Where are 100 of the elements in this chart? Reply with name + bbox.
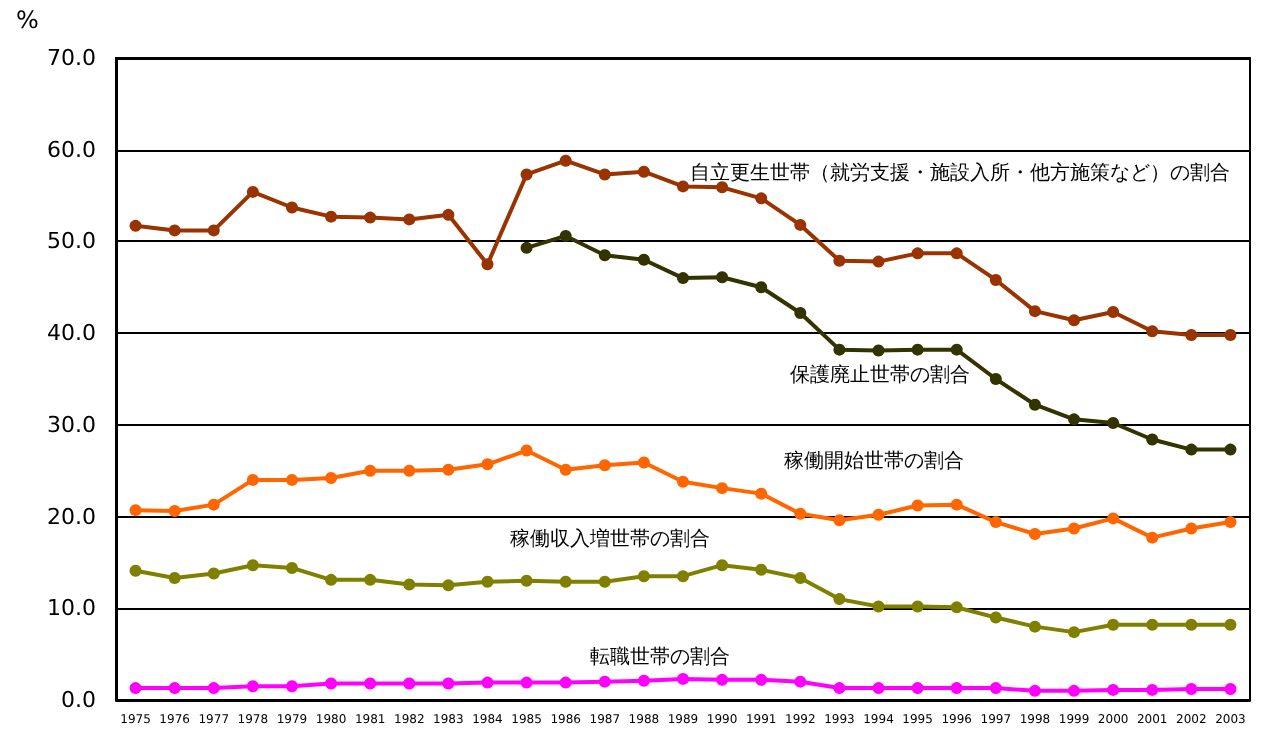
y-tick-label: 60.0 bbox=[47, 136, 96, 163]
point bbox=[1107, 417, 1120, 430]
point bbox=[755, 673, 768, 686]
point bbox=[520, 241, 533, 254]
point bbox=[364, 573, 377, 586]
point bbox=[1068, 522, 1081, 535]
point bbox=[520, 168, 533, 181]
point bbox=[716, 673, 729, 686]
series-label: 保護廃止世帯の割合 bbox=[790, 363, 970, 387]
point bbox=[325, 210, 338, 223]
point bbox=[677, 272, 689, 285]
y-tick-label: 10.0 bbox=[47, 595, 96, 622]
y-axis-title: % bbox=[16, 6, 39, 34]
point bbox=[246, 185, 259, 198]
point bbox=[833, 343, 846, 356]
point bbox=[129, 682, 142, 695]
point bbox=[1028, 620, 1041, 633]
point bbox=[481, 575, 494, 588]
point bbox=[1068, 626, 1081, 639]
series-label: 転職世帯の割合 bbox=[590, 645, 730, 669]
point bbox=[285, 561, 298, 574]
point bbox=[872, 600, 885, 613]
point bbox=[1028, 305, 1041, 318]
point bbox=[950, 247, 963, 260]
y-tick-label: 50.0 bbox=[47, 228, 96, 255]
point bbox=[1224, 443, 1237, 456]
point bbox=[129, 504, 142, 517]
point bbox=[285, 201, 298, 214]
point bbox=[207, 567, 220, 580]
point bbox=[716, 482, 729, 495]
point bbox=[1028, 528, 1041, 540]
point bbox=[598, 575, 611, 588]
point bbox=[716, 559, 729, 572]
point bbox=[989, 373, 1002, 385]
point bbox=[872, 255, 885, 268]
point bbox=[520, 676, 533, 689]
point bbox=[1146, 618, 1159, 631]
point bbox=[325, 677, 338, 690]
point bbox=[598, 249, 611, 262]
point bbox=[872, 508, 885, 521]
point bbox=[637, 165, 650, 178]
point bbox=[833, 593, 846, 606]
y-tick-label: 20.0 bbox=[47, 503, 96, 530]
point bbox=[207, 682, 220, 695]
point bbox=[168, 682, 181, 695]
y-tick-label: 70.0 bbox=[47, 45, 96, 71]
point bbox=[481, 258, 494, 271]
point bbox=[559, 575, 572, 588]
point bbox=[403, 677, 416, 690]
point bbox=[403, 578, 416, 591]
point bbox=[1107, 618, 1120, 631]
point bbox=[207, 498, 220, 511]
point bbox=[989, 516, 1002, 529]
point bbox=[1146, 683, 1159, 696]
point bbox=[950, 682, 963, 695]
point bbox=[403, 464, 416, 477]
point bbox=[129, 564, 142, 577]
y-tick-label: 30.0 bbox=[47, 411, 96, 438]
point bbox=[403, 213, 416, 226]
point bbox=[442, 579, 455, 592]
point bbox=[755, 563, 768, 576]
point bbox=[285, 680, 298, 693]
point bbox=[755, 487, 768, 500]
point bbox=[872, 682, 885, 695]
point bbox=[989, 682, 1002, 695]
point bbox=[1146, 433, 1159, 446]
point bbox=[637, 456, 650, 469]
point bbox=[794, 218, 807, 231]
point bbox=[364, 677, 377, 690]
point bbox=[598, 168, 611, 181]
point bbox=[325, 573, 338, 586]
point bbox=[168, 505, 181, 518]
point bbox=[246, 559, 259, 572]
point bbox=[598, 459, 611, 472]
point bbox=[481, 676, 494, 689]
y-tick-label: 0.0 bbox=[61, 687, 96, 713]
point bbox=[559, 463, 572, 476]
point bbox=[755, 192, 768, 205]
point bbox=[950, 498, 963, 511]
series-label: 自立更生世帯（就労支援・施設入所・他方施策など）の割合 bbox=[690, 161, 1230, 185]
point bbox=[1107, 683, 1120, 696]
point bbox=[442, 463, 455, 476]
point bbox=[794, 572, 807, 585]
point bbox=[1068, 684, 1081, 697]
point bbox=[911, 499, 924, 512]
point bbox=[364, 211, 377, 224]
series-label: 稼働収入増世帯の割合 bbox=[510, 527, 710, 551]
point bbox=[442, 208, 455, 221]
point bbox=[1068, 413, 1081, 426]
point bbox=[1146, 325, 1159, 338]
point bbox=[559, 229, 572, 242]
point bbox=[1185, 328, 1198, 341]
point bbox=[911, 247, 924, 260]
point bbox=[911, 682, 924, 695]
point bbox=[637, 674, 650, 687]
point bbox=[168, 572, 181, 585]
point bbox=[637, 570, 650, 583]
point bbox=[637, 253, 650, 266]
point bbox=[364, 464, 377, 477]
point bbox=[677, 570, 689, 583]
